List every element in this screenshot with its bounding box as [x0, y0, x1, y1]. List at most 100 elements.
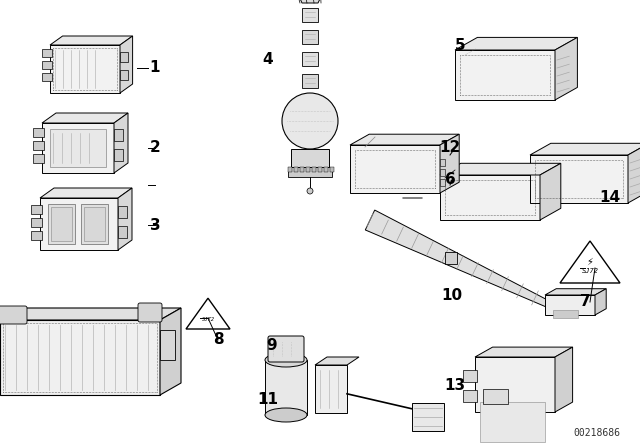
- Polygon shape: [120, 36, 132, 93]
- Polygon shape: [42, 123, 114, 173]
- Bar: [440, 179, 445, 186]
- Text: 6: 6: [445, 172, 456, 188]
- Polygon shape: [114, 113, 128, 173]
- FancyBboxPatch shape: [138, 303, 162, 322]
- Bar: [330, 167, 334, 172]
- Bar: [118, 226, 127, 238]
- Text: 00218686: 00218686: [573, 428, 620, 438]
- Text: 13: 13: [444, 378, 465, 392]
- Polygon shape: [42, 113, 128, 123]
- Ellipse shape: [265, 353, 307, 367]
- Polygon shape: [0, 320, 160, 395]
- Text: 12: 12: [440, 141, 461, 155]
- Bar: [31, 218, 42, 227]
- Text: 10: 10: [442, 288, 463, 302]
- Polygon shape: [455, 37, 577, 50]
- Bar: [31, 231, 42, 240]
- Bar: [440, 169, 445, 176]
- Polygon shape: [160, 308, 181, 395]
- Polygon shape: [560, 241, 620, 283]
- Bar: [84, 207, 105, 241]
- Polygon shape: [40, 188, 132, 198]
- Bar: [291, 149, 329, 167]
- Bar: [440, 159, 445, 166]
- Bar: [51, 207, 72, 241]
- Polygon shape: [440, 164, 561, 175]
- Bar: [312, 167, 316, 172]
- Polygon shape: [555, 37, 577, 100]
- Bar: [288, 167, 332, 177]
- Bar: [42, 61, 52, 69]
- Polygon shape: [291, 0, 330, 3]
- Polygon shape: [50, 45, 120, 93]
- Polygon shape: [440, 134, 460, 193]
- Polygon shape: [350, 134, 460, 145]
- Polygon shape: [350, 145, 440, 193]
- Text: 14: 14: [600, 190, 621, 206]
- FancyBboxPatch shape: [268, 336, 304, 362]
- Bar: [463, 390, 477, 402]
- FancyBboxPatch shape: [0, 306, 27, 324]
- Polygon shape: [545, 289, 606, 295]
- Bar: [302, 8, 318, 22]
- Text: 5: 5: [454, 38, 465, 52]
- Polygon shape: [40, 198, 118, 250]
- Bar: [412, 403, 444, 431]
- Bar: [114, 149, 123, 161]
- Text: 7: 7: [580, 294, 590, 310]
- Bar: [480, 402, 545, 442]
- Bar: [288, 167, 292, 172]
- Text: 4: 4: [262, 52, 273, 68]
- Bar: [265, 360, 307, 415]
- Bar: [31, 205, 42, 214]
- Polygon shape: [530, 143, 640, 155]
- Bar: [114, 129, 123, 141]
- Polygon shape: [118, 188, 132, 250]
- Text: 11: 11: [257, 392, 278, 408]
- Polygon shape: [555, 347, 573, 412]
- Polygon shape: [0, 308, 181, 320]
- Polygon shape: [455, 50, 555, 100]
- Text: SJ72: SJ72: [202, 317, 214, 322]
- Bar: [120, 70, 128, 80]
- Polygon shape: [540, 164, 561, 220]
- Polygon shape: [628, 143, 640, 203]
- Polygon shape: [365, 210, 552, 308]
- Text: 9: 9: [267, 337, 277, 353]
- Bar: [160, 330, 175, 360]
- Bar: [553, 310, 578, 318]
- Text: 3: 3: [150, 217, 160, 233]
- Bar: [306, 167, 310, 172]
- Polygon shape: [315, 357, 359, 365]
- Text: 2: 2: [150, 141, 161, 155]
- Text: 1: 1: [150, 60, 160, 76]
- Bar: [302, 52, 318, 66]
- Bar: [302, 74, 318, 88]
- Bar: [50, 129, 106, 167]
- Polygon shape: [545, 295, 595, 315]
- Text: SJ72: SJ72: [582, 268, 598, 274]
- Circle shape: [307, 188, 313, 194]
- Bar: [302, 30, 318, 44]
- Bar: [324, 167, 328, 172]
- Bar: [42, 73, 52, 81]
- Circle shape: [282, 93, 338, 149]
- Bar: [33, 154, 44, 163]
- Text: 8: 8: [212, 332, 223, 348]
- Bar: [118, 206, 127, 218]
- Polygon shape: [186, 298, 230, 329]
- Text: ⚡: ⚡: [587, 257, 593, 267]
- Polygon shape: [475, 347, 573, 357]
- Bar: [33, 141, 44, 150]
- Polygon shape: [440, 175, 540, 220]
- Bar: [48, 204, 75, 244]
- Bar: [294, 167, 298, 172]
- Bar: [81, 204, 108, 244]
- Bar: [120, 52, 128, 62]
- Bar: [445, 252, 457, 264]
- Bar: [42, 49, 52, 57]
- Ellipse shape: [265, 408, 307, 422]
- Bar: [300, 167, 304, 172]
- Bar: [33, 128, 44, 137]
- Bar: [315, 365, 347, 413]
